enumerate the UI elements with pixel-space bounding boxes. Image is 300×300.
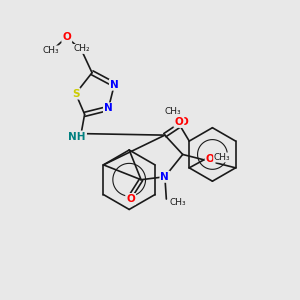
Text: S: S — [72, 88, 80, 98]
Text: O: O — [126, 194, 135, 204]
Text: O: O — [206, 154, 214, 164]
Text: N: N — [104, 103, 113, 113]
Text: N: N — [110, 80, 119, 90]
Text: O: O — [180, 117, 189, 127]
Text: CH₃: CH₃ — [42, 46, 59, 55]
Text: N: N — [160, 172, 169, 182]
Text: CH₃: CH₃ — [169, 197, 186, 206]
Text: CH₃: CH₃ — [165, 107, 181, 116]
Text: O: O — [62, 32, 71, 42]
Text: CH₂: CH₂ — [73, 44, 90, 53]
Text: O: O — [175, 117, 183, 127]
Text: CH₃: CH₃ — [214, 153, 230, 162]
Text: NH: NH — [68, 132, 86, 142]
